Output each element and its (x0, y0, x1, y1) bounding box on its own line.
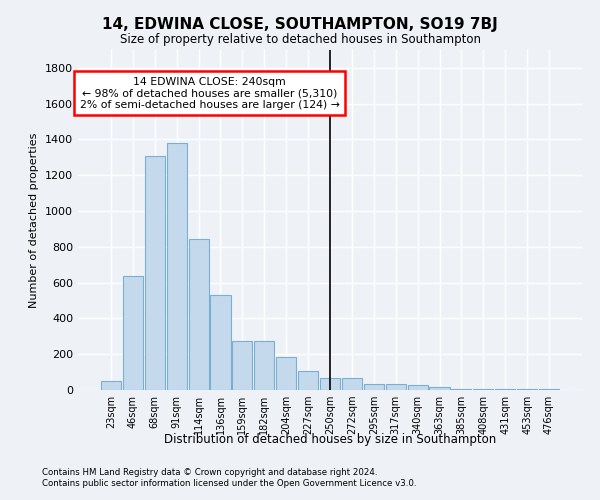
Bar (495, 389, 515, 390)
Bar (451, 388, 472, 390)
Bar (167, 143, 187, 390)
Bar (342, 378, 362, 390)
Text: Size of property relative to detached houses in Southampton: Size of property relative to detached ho… (119, 32, 481, 46)
Bar (145, 156, 165, 390)
Bar (473, 389, 493, 390)
Bar (188, 239, 209, 390)
Bar (364, 384, 384, 390)
Bar (407, 385, 428, 390)
Bar (211, 295, 230, 390)
Text: Distribution of detached houses by size in Southampton: Distribution of detached houses by size … (164, 432, 496, 446)
Bar (123, 276, 143, 390)
Bar (386, 384, 406, 390)
Bar (232, 341, 253, 390)
Bar (430, 388, 449, 390)
Bar (320, 378, 340, 390)
Bar (517, 389, 537, 390)
Text: 14, EDWINA CLOSE, SOUTHAMPTON, SO19 7BJ: 14, EDWINA CLOSE, SOUTHAMPTON, SO19 7BJ (102, 18, 498, 32)
Bar (254, 341, 274, 390)
Bar (101, 381, 121, 390)
Bar (276, 357, 296, 390)
Bar (298, 371, 318, 390)
Text: 14 EDWINA CLOSE: 240sqm
← 98% of detached houses are smaller (5,310)
2% of semi-: 14 EDWINA CLOSE: 240sqm ← 98% of detache… (80, 77, 340, 110)
Text: Contains HM Land Registry data © Crown copyright and database right 2024.
Contai: Contains HM Land Registry data © Crown c… (42, 468, 416, 487)
Bar (539, 389, 559, 390)
Y-axis label: Number of detached properties: Number of detached properties (29, 132, 40, 308)
